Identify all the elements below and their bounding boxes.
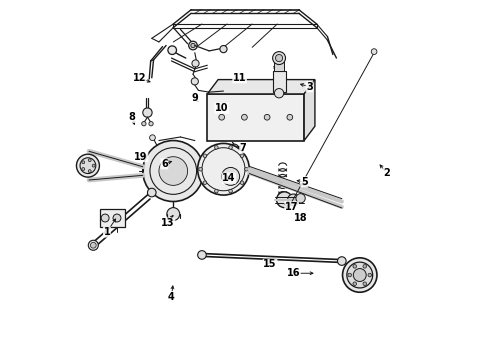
Circle shape — [181, 153, 190, 162]
Text: 7: 7 — [240, 143, 246, 153]
Circle shape — [348, 273, 351, 277]
Polygon shape — [304, 80, 315, 140]
Circle shape — [245, 167, 248, 171]
Circle shape — [101, 214, 109, 222]
Bar — [272, 71, 286, 92]
Circle shape — [230, 144, 239, 153]
Circle shape — [228, 157, 235, 165]
Circle shape — [371, 49, 377, 54]
Circle shape — [276, 192, 293, 208]
Circle shape — [347, 262, 373, 288]
Bar — [162, 146, 170, 152]
Circle shape — [82, 168, 85, 171]
Circle shape — [242, 114, 247, 120]
Bar — [100, 210, 125, 226]
Circle shape — [229, 146, 232, 149]
Circle shape — [353, 265, 357, 268]
Circle shape — [203, 154, 207, 158]
Circle shape — [368, 273, 371, 277]
Circle shape — [296, 194, 305, 203]
Text: 11: 11 — [233, 73, 246, 83]
Circle shape — [91, 242, 96, 248]
Circle shape — [147, 188, 156, 197]
Circle shape — [221, 167, 240, 185]
Bar — [207, 94, 304, 140]
Text: 9: 9 — [192, 93, 198, 103]
Text: 10: 10 — [215, 103, 228, 113]
Circle shape — [76, 154, 99, 177]
Circle shape — [191, 78, 198, 85]
Circle shape — [363, 265, 367, 268]
Circle shape — [209, 166, 220, 176]
Circle shape — [168, 46, 176, 54]
Text: 5: 5 — [301, 177, 308, 187]
Circle shape — [353, 282, 357, 285]
Circle shape — [149, 135, 155, 140]
Text: 2: 2 — [383, 168, 390, 178]
Circle shape — [113, 214, 121, 222]
Circle shape — [215, 146, 218, 149]
Circle shape — [197, 143, 249, 195]
Circle shape — [240, 181, 244, 185]
Circle shape — [192, 60, 199, 67]
Circle shape — [167, 208, 180, 221]
Circle shape — [143, 108, 152, 117]
Circle shape — [88, 170, 91, 172]
Circle shape — [287, 114, 293, 120]
Text: 3: 3 — [306, 82, 313, 92]
Circle shape — [264, 114, 270, 120]
Circle shape — [353, 269, 366, 282]
Text: 1: 1 — [103, 227, 110, 237]
Circle shape — [274, 89, 284, 98]
Text: 16: 16 — [287, 268, 300, 278]
Text: 18: 18 — [294, 213, 307, 222]
Circle shape — [199, 167, 202, 171]
Text: 13: 13 — [161, 218, 174, 228]
Text: 17: 17 — [285, 202, 298, 212]
Circle shape — [215, 189, 218, 193]
Circle shape — [343, 258, 377, 292]
Circle shape — [197, 251, 206, 259]
Circle shape — [363, 282, 367, 285]
Circle shape — [240, 154, 244, 158]
Circle shape — [149, 122, 153, 126]
Circle shape — [189, 41, 197, 50]
Text: 4: 4 — [168, 292, 175, 302]
Circle shape — [159, 157, 188, 185]
Text: 19: 19 — [134, 152, 148, 162]
Circle shape — [229, 189, 232, 193]
Text: 14: 14 — [222, 173, 236, 183]
Bar — [274, 60, 284, 71]
Circle shape — [272, 51, 286, 64]
Text: 15: 15 — [263, 259, 277, 269]
Circle shape — [338, 257, 346, 265]
Polygon shape — [207, 80, 315, 94]
Circle shape — [143, 140, 204, 202]
Circle shape — [82, 161, 85, 164]
Text: 6: 6 — [161, 159, 168, 169]
Circle shape — [220, 45, 227, 53]
Circle shape — [142, 122, 146, 126]
Circle shape — [191, 43, 195, 48]
Circle shape — [80, 158, 96, 174]
Circle shape — [92, 164, 95, 167]
Circle shape — [88, 159, 91, 162]
Circle shape — [275, 54, 283, 62]
Circle shape — [88, 240, 98, 250]
Circle shape — [219, 114, 224, 120]
Circle shape — [288, 194, 299, 206]
Circle shape — [203, 181, 207, 185]
Text: 12: 12 — [132, 73, 146, 83]
Text: 8: 8 — [128, 112, 135, 122]
